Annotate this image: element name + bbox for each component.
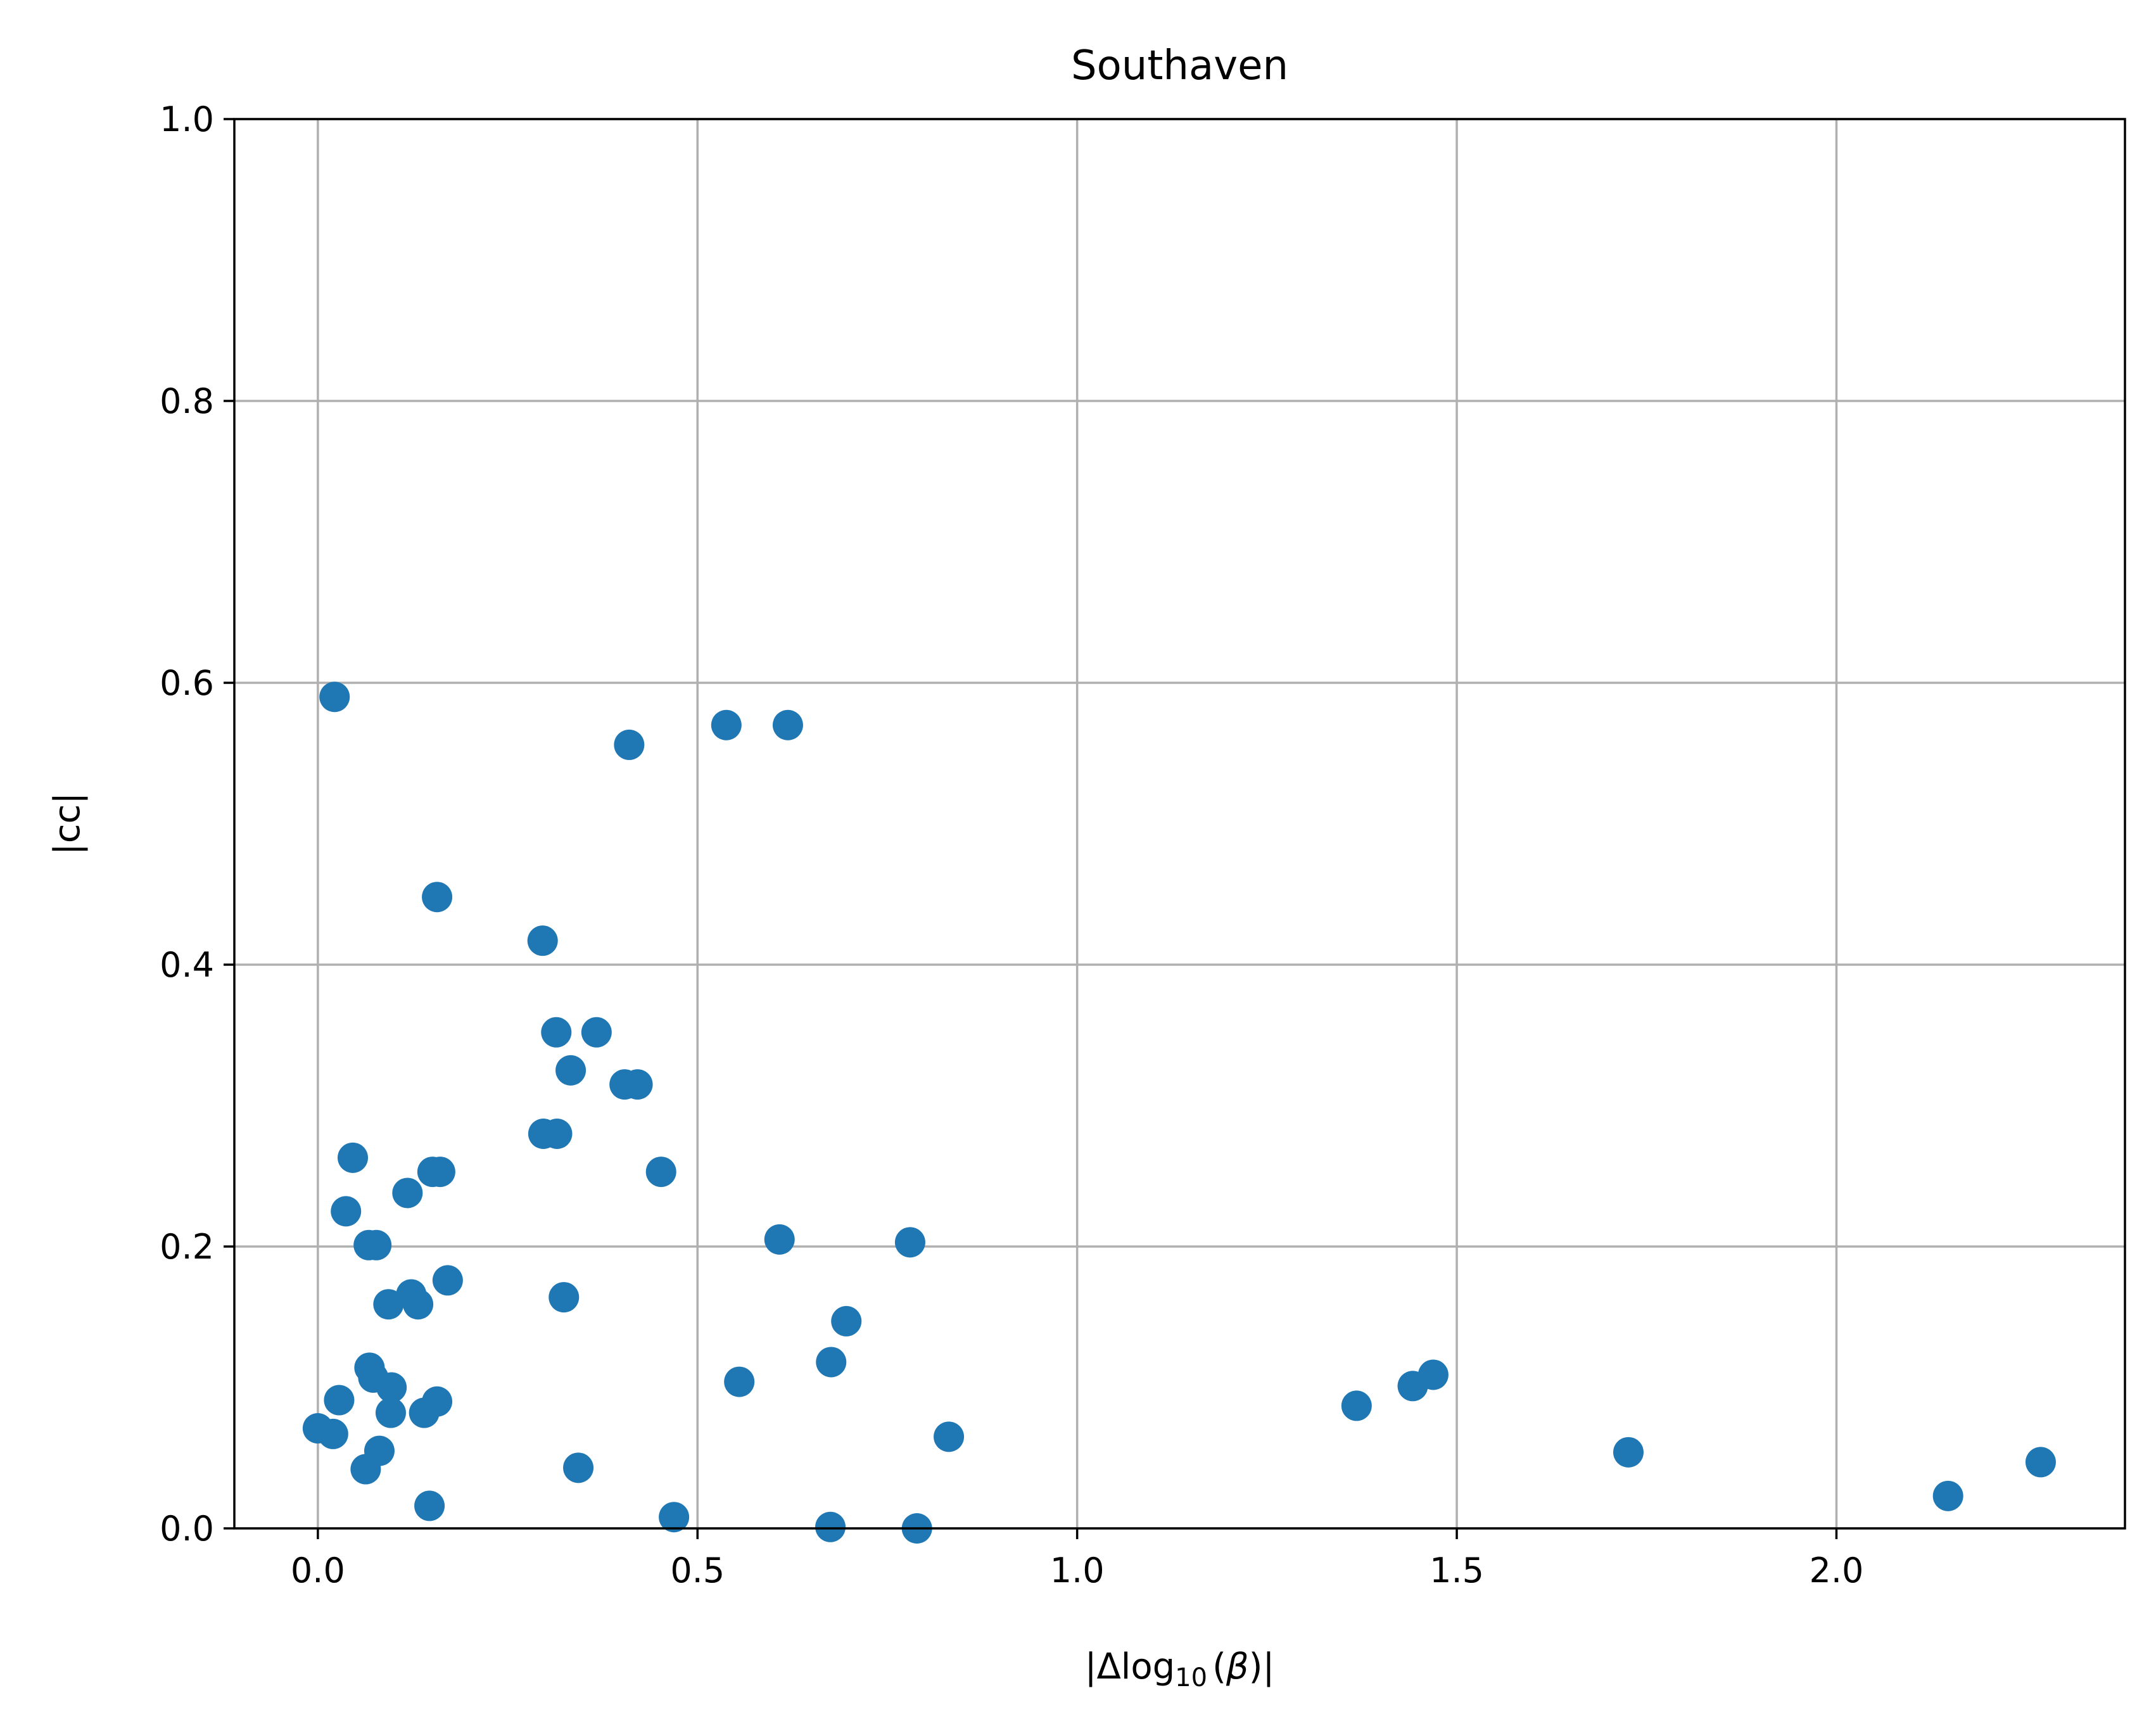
x-axis-label-beta: β bbox=[1226, 1646, 1249, 1687]
data-point bbox=[934, 1421, 965, 1452]
y-tick-label: 0.8 bbox=[160, 381, 214, 421]
x-axis: 0.0 0.5 1.0 1.5 2.0 bbox=[291, 1528, 1863, 1590]
data-point bbox=[375, 1397, 406, 1428]
data-point bbox=[2025, 1447, 2056, 1478]
data-point bbox=[338, 1142, 369, 1173]
data-point bbox=[331, 1196, 362, 1227]
data-point bbox=[424, 1157, 455, 1188]
data-point bbox=[563, 1452, 594, 1483]
y-axis: 0.0 0.2 0.4 0.6 0.8 1.0 bbox=[160, 99, 234, 1549]
y-tick-label: 0.6 bbox=[160, 663, 214, 703]
data-point bbox=[1417, 1359, 1449, 1390]
y-tick-label: 1.0 bbox=[160, 99, 214, 139]
data-point bbox=[392, 1177, 423, 1209]
data-point bbox=[324, 1385, 355, 1416]
data-point bbox=[542, 1119, 573, 1149]
y-tick-label: 0.2 bbox=[160, 1227, 214, 1267]
data-point bbox=[581, 1017, 612, 1048]
data-point bbox=[894, 1227, 925, 1258]
x-axis-label: |Δlog10 (β)| bbox=[1085, 1646, 1275, 1692]
data-point bbox=[711, 709, 742, 740]
data-point bbox=[373, 1289, 404, 1320]
y-tick-label: 0.4 bbox=[160, 945, 214, 985]
data-point bbox=[527, 925, 558, 956]
x-axis-label-subscript: 10 bbox=[1175, 1663, 1207, 1692]
data-point bbox=[659, 1502, 690, 1533]
data-point bbox=[432, 1265, 463, 1296]
data-point bbox=[319, 682, 350, 713]
data-point bbox=[764, 1224, 795, 1255]
data-point bbox=[645, 1157, 676, 1188]
data-point bbox=[1613, 1437, 1644, 1468]
data-point bbox=[403, 1289, 434, 1320]
data-point bbox=[772, 709, 803, 740]
data-point bbox=[622, 1069, 653, 1100]
data-point bbox=[614, 729, 645, 760]
data-point bbox=[1341, 1390, 1372, 1421]
data-point bbox=[350, 1454, 381, 1485]
x-axis-label-open-paren: ( bbox=[1212, 1646, 1226, 1687]
x-tick-label: 1.0 bbox=[1050, 1551, 1105, 1590]
data-point bbox=[831, 1305, 862, 1336]
data-point bbox=[1932, 1480, 1963, 1511]
x-tick-label: 1.5 bbox=[1430, 1551, 1484, 1590]
plot-frame bbox=[233, 118, 2126, 1530]
data-point bbox=[541, 1017, 572, 1048]
data-point bbox=[549, 1282, 580, 1313]
data-point bbox=[422, 882, 453, 913]
data-point bbox=[414, 1490, 445, 1521]
data-point bbox=[724, 1366, 755, 1397]
x-tick-label: 0.0 bbox=[291, 1551, 345, 1590]
x-tick-label: 2.0 bbox=[1810, 1551, 1864, 1590]
data-point bbox=[361, 1229, 392, 1260]
x-tick-label: 0.5 bbox=[670, 1551, 725, 1590]
data-points bbox=[302, 682, 2056, 1544]
x-axis-label-close: )| bbox=[1249, 1646, 1275, 1687]
data-point bbox=[409, 1397, 440, 1428]
chart-title: Southaven bbox=[1071, 42, 1288, 89]
data-point bbox=[815, 1511, 846, 1542]
data-point bbox=[376, 1372, 407, 1403]
x-axis-label-main: |Δlog bbox=[1085, 1646, 1176, 1687]
y-tick-label: 0.0 bbox=[160, 1509, 214, 1549]
data-point bbox=[317, 1418, 348, 1449]
data-point bbox=[555, 1055, 587, 1086]
data-point bbox=[816, 1347, 847, 1378]
y-axis-label: |cc| bbox=[47, 792, 88, 855]
